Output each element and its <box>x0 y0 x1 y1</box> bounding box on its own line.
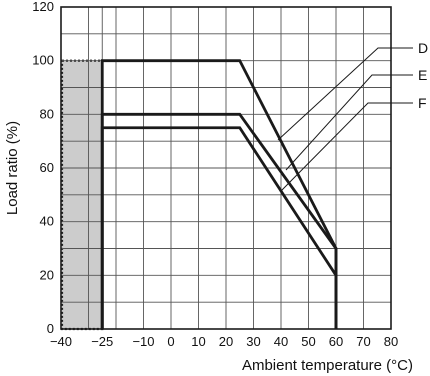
y-tick-label: 20 <box>40 267 54 282</box>
leader-line-e <box>285 74 413 171</box>
y-tick-label: 120 <box>32 0 54 14</box>
x-tick-label: 0 <box>167 334 174 349</box>
x-tick-label: −10 <box>132 334 154 349</box>
series-label-e: E <box>418 67 427 83</box>
x-tick-label: −25 <box>91 334 113 349</box>
tick-label-layer: −40 −25 −10 0 10 20 30 40 50 60 70 80 0 20 40 60 80 100 12… <box>32 0 398 349</box>
x-tick-label: 70 <box>356 334 370 349</box>
leader-line-d <box>277 47 413 141</box>
x-tick-label: 10 <box>191 334 205 349</box>
y-tick-label: 60 <box>40 160 54 175</box>
y-axis-label: Load ratio (%) <box>4 121 21 215</box>
x-tick-label: 20 <box>219 334 233 349</box>
x-tick-label: 40 <box>274 334 288 349</box>
y-tick-label: 100 <box>32 53 54 68</box>
y-tick-label: 80 <box>40 106 54 121</box>
x-axis-label: Ambient temperature (°C) <box>242 357 413 374</box>
series-label-d: D <box>418 40 428 56</box>
series-layer <box>100 59 338 329</box>
grid-layer <box>61 7 391 329</box>
x-tick-label: 30 <box>246 334 260 349</box>
leader-line-f <box>280 102 413 192</box>
x-tick-label: 60 <box>329 334 343 349</box>
series-line-f <box>100 126 338 329</box>
x-tick-label: 80 <box>384 334 398 349</box>
y-tick-label: 0 <box>47 321 54 336</box>
x-tick-label: 50 <box>301 334 315 349</box>
series-label-f: F <box>418 95 427 111</box>
plot-frame <box>60 6 392 330</box>
x-tick-label: −40 <box>50 334 72 349</box>
leader-line-layer <box>277 47 413 192</box>
y-tick-label: 40 <box>40 214 54 229</box>
